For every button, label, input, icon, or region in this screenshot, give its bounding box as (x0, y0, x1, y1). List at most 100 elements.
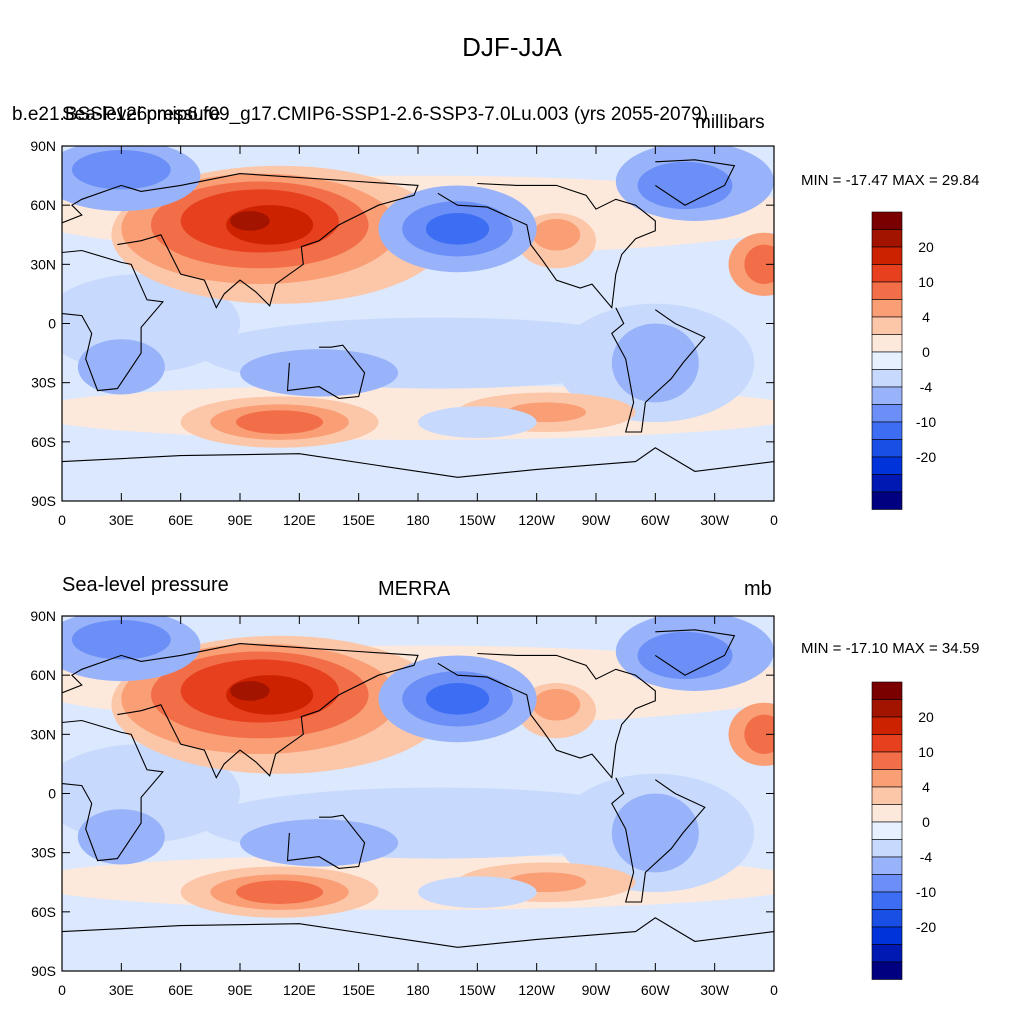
model-colorbar-box (871, 351, 903, 370)
model-coastline (62, 173, 419, 309)
obs-colorbar-box (871, 821, 903, 840)
obs-coastline (62, 643, 419, 779)
model-coastline (286, 344, 366, 399)
model-contour-region (744, 244, 774, 285)
obs-coastline (286, 814, 366, 869)
model-colorbar-box (871, 281, 903, 300)
model-colorbar-box (871, 439, 903, 458)
model-colorbar-box (871, 421, 903, 440)
obs-dataset-title: MERRA (378, 578, 451, 600)
obs-lon-label: 150W (459, 982, 496, 998)
obs-colorbar-box (871, 961, 903, 980)
model-coastline (611, 307, 706, 433)
obs-coastline (62, 917, 774, 948)
model-coastline (437, 182, 656, 310)
model-lat-label: 30N (30, 256, 56, 272)
model-colorbar-label: 10 (918, 274, 934, 290)
model-colorbar-box (871, 211, 903, 230)
obs-coastline (654, 629, 736, 676)
model-colorbar-box (871, 491, 903, 510)
model-lon-label: 30W (700, 512, 730, 528)
obs-contour-region (532, 688, 581, 721)
model-lat-label: 60S (31, 434, 56, 450)
obs-contour-region (240, 819, 399, 867)
obs-colorbar-label: -10 (916, 884, 936, 900)
obs-lon-label: 30E (109, 982, 134, 998)
obs-units-label: mb (744, 578, 772, 600)
model-coastline (62, 447, 774, 478)
obs-coastline (62, 719, 164, 862)
model-lon-label: 150W (459, 512, 496, 528)
model-units-label: millibars (695, 112, 765, 133)
obs-lat-label: 30N (30, 726, 56, 742)
model-colorbar-label: -4 (920, 379, 933, 395)
obs-lon-label: 0 (58, 982, 66, 998)
obs-lat-label: 90S (31, 963, 56, 979)
model-contour-region (236, 410, 324, 434)
obs-contour-region (236, 880, 324, 904)
obs-coastline (437, 652, 656, 780)
obs-min-max-label: MIN = -17.10 MAX = 34.59 (801, 640, 980, 657)
obs-lat-label: 60S (31, 904, 56, 920)
model-contour-region (77, 339, 165, 395)
obs-colorbar-box (871, 786, 903, 805)
obs-coastline (611, 777, 706, 903)
model-lon-label: 120E (283, 512, 316, 528)
model-case-title: b.e21.BSSP126cmip6.f09_g17.CMIP6-SSP1-2.… (12, 104, 709, 125)
obs-contour-region (230, 681, 270, 701)
model-contour-region (240, 349, 399, 397)
obs-colorbar-label: -4 (920, 849, 933, 865)
obs-panel: Sea-level pressure MERRA mb MIN = -17.10… (0, 568, 1024, 1018)
obs-lon-label: 90E (228, 982, 253, 998)
model-colorbar-box (871, 456, 903, 475)
model-contour-region (637, 161, 733, 210)
obs-colorbar-box (871, 734, 903, 753)
model-lat-label: 90N (30, 138, 56, 154)
obs-colorbar-box (871, 944, 903, 963)
model-colorbar-box (871, 404, 903, 423)
model-lat-label: 60N (30, 197, 56, 213)
model-lon-label: 180 (406, 512, 430, 528)
obs-lon-label: 60W (641, 982, 671, 998)
obs-lon-label: 30W (700, 982, 730, 998)
obs-lon-label: 0 (770, 982, 778, 998)
model-colorbar-box (871, 334, 903, 353)
model-colorbar-box (871, 229, 903, 248)
model-colorbar-label: -20 (916, 449, 936, 465)
obs-colorbar-box (871, 891, 903, 910)
obs-lon-label: 150E (342, 982, 375, 998)
model-contour-region (230, 211, 270, 231)
obs-contour-region (77, 809, 165, 865)
model-lon-label: 30E (109, 512, 134, 528)
obs-lat-label: 60N (30, 667, 56, 683)
model-lon-label: 60W (641, 512, 671, 528)
obs-lat-label: 0 (48, 786, 56, 802)
model-lon-label: 150E (342, 512, 375, 528)
model-contour-region (532, 218, 581, 251)
model-variable-title: Sea-level pressure (62, 104, 221, 125)
model-min-max-label: MIN = -17.47 MAX = 29.84 (801, 172, 980, 189)
obs-contour-region (425, 683, 490, 715)
model-coastline (654, 159, 736, 206)
model-contour-region (425, 213, 490, 245)
model-colorbar-box (871, 264, 903, 283)
obs-colorbar-box (871, 681, 903, 700)
obs-colorbar-label: 0 (922, 814, 930, 830)
obs-colorbar-box (871, 804, 903, 823)
obs-colorbar-box (871, 874, 903, 893)
obs-colorbar-label: 10 (918, 744, 934, 760)
obs-colorbar-box (871, 716, 903, 735)
obs-colorbar-box (871, 769, 903, 788)
model-lat-label: 90S (31, 493, 56, 509)
model-lat-label: 30S (31, 375, 56, 391)
obs-lon-label: 180 (406, 982, 430, 998)
figure-title: DJF-JJA (462, 32, 562, 62)
model-colorbar-label: 0 (922, 344, 930, 360)
obs-contour-region (418, 876, 537, 908)
model-contour-region (418, 406, 537, 438)
model-colorbar-box (871, 316, 903, 335)
obs-colorbar-box (871, 856, 903, 875)
obs-lon-label: 120W (518, 982, 555, 998)
